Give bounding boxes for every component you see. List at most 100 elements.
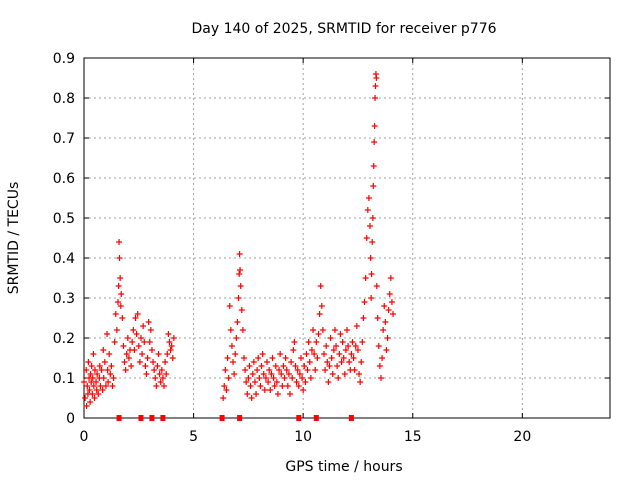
- data-point: [364, 207, 371, 213]
- data-point: [258, 363, 265, 369]
- data-point: [134, 311, 141, 317]
- data-point: [104, 331, 111, 337]
- data-point: [283, 367, 290, 373]
- data-point: [370, 163, 377, 169]
- data-point: [107, 371, 114, 377]
- data-point: [357, 379, 364, 385]
- data-point: [351, 367, 358, 373]
- data-point: [128, 363, 135, 369]
- data-point: [163, 371, 170, 377]
- data-point: [312, 367, 319, 373]
- data-point: [333, 343, 340, 349]
- data-point: [373, 75, 380, 81]
- data-point: [292, 363, 299, 369]
- data-point: [330, 347, 337, 353]
- data-point: [117, 303, 124, 309]
- data-point: [370, 183, 377, 189]
- data-point: [167, 347, 174, 353]
- data-point: [273, 379, 280, 385]
- data-point: [303, 351, 310, 357]
- data-point: [86, 387, 93, 393]
- zero-marker: [348, 415, 354, 421]
- data-point: [280, 363, 287, 369]
- data-point: [316, 311, 323, 317]
- data-point: [110, 375, 117, 381]
- data-point: [93, 379, 100, 385]
- data-point: [326, 363, 333, 369]
- data-point: [348, 351, 355, 357]
- data-point: [100, 347, 107, 353]
- data-point: [335, 375, 342, 381]
- data-point: [248, 395, 255, 401]
- data-point: [319, 327, 326, 333]
- data-point: [133, 331, 140, 337]
- data-point: [325, 379, 332, 385]
- data-point: [230, 359, 237, 365]
- data-point: [313, 339, 320, 345]
- data-point: [84, 383, 91, 389]
- y-tick-label: 0.3: [53, 291, 75, 307]
- data-point: [226, 303, 233, 309]
- data-point: [289, 375, 296, 381]
- data-point: [376, 363, 383, 369]
- y-tick-label: 0: [66, 411, 75, 427]
- data-point: [238, 307, 245, 313]
- data-point: [131, 347, 138, 353]
- data-point: [295, 383, 302, 389]
- data-point: [287, 391, 294, 397]
- data-point: [114, 299, 121, 305]
- data-point: [293, 379, 300, 385]
- data-point: [328, 355, 335, 361]
- data-point: [365, 195, 372, 201]
- data-point: [264, 359, 271, 365]
- data-point: [124, 335, 131, 341]
- data-point: [315, 331, 322, 337]
- data-point: [145, 319, 152, 325]
- zero-marker: [237, 415, 243, 421]
- data-point: [247, 383, 254, 389]
- data-point: [387, 275, 394, 281]
- data-point: [270, 375, 277, 381]
- y-tick-label: 0.8: [53, 91, 75, 107]
- data-point: [356, 371, 363, 377]
- data-point: [90, 383, 97, 389]
- data-point: [153, 383, 160, 389]
- data-point: [90, 351, 97, 357]
- data-point: [88, 363, 95, 369]
- data-point: [353, 323, 360, 329]
- data-point: [155, 351, 162, 357]
- data-point: [116, 255, 123, 261]
- data-point: [151, 367, 158, 373]
- data-point: [104, 367, 111, 373]
- data-point: [288, 359, 295, 365]
- y-tick-label: 0.9: [53, 51, 75, 67]
- data-point: [267, 387, 274, 393]
- x-tick-label: 5: [189, 429, 198, 445]
- data-point: [164, 351, 171, 357]
- data-point: [260, 371, 267, 377]
- data-point: [350, 355, 357, 361]
- data-point: [249, 371, 256, 377]
- data-point: [222, 367, 229, 373]
- data-point: [147, 327, 154, 333]
- data-point: [251, 379, 258, 385]
- data-point: [169, 355, 176, 361]
- y-axis-label: SRMTID / TECUs: [6, 182, 22, 295]
- data-point: [162, 359, 169, 365]
- data-point: [266, 367, 273, 373]
- data-point: [140, 323, 147, 329]
- y-tick-label: 0.5: [53, 211, 75, 227]
- data-point: [262, 375, 269, 381]
- data-point: [310, 327, 317, 333]
- data-point: [323, 343, 330, 349]
- data-point: [141, 339, 148, 345]
- zero-markers: [116, 415, 354, 421]
- y-tick-label: 0.7: [53, 131, 75, 147]
- data-point: [344, 327, 350, 333]
- data-point: [118, 291, 125, 297]
- data-point: [220, 395, 227, 401]
- data-points: [81, 71, 397, 409]
- data-point: [244, 391, 251, 397]
- data-point: [85, 359, 92, 365]
- data-point: [371, 123, 378, 129]
